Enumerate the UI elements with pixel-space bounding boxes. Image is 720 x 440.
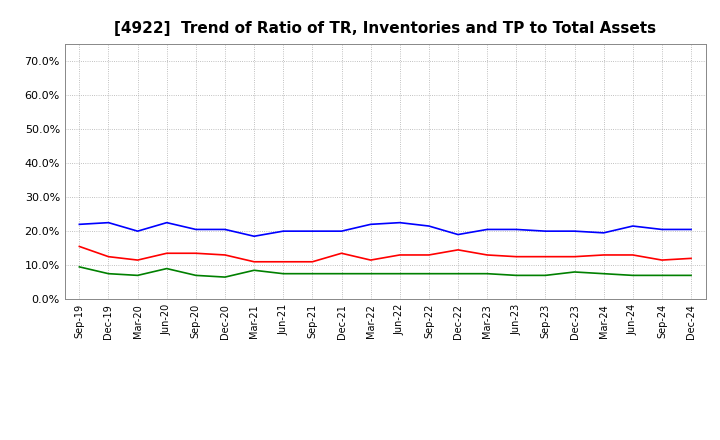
Inventories — [133, 228, 142, 234]
Trade Receivables — [192, 251, 200, 256]
Inventories — [454, 232, 462, 237]
Trade Payables — [657, 273, 666, 278]
Trade Receivables — [395, 252, 404, 257]
Trade Receivables — [599, 252, 608, 257]
Inventories — [163, 220, 171, 225]
Trade Payables — [163, 266, 171, 271]
Trade Receivables — [541, 254, 550, 259]
Inventories — [395, 220, 404, 225]
Trade Payables — [337, 271, 346, 276]
Inventories — [541, 228, 550, 234]
Trade Payables — [599, 271, 608, 276]
Inventories — [512, 227, 521, 232]
Trade Payables — [454, 271, 462, 276]
Trade Payables — [570, 269, 579, 275]
Inventories — [599, 230, 608, 235]
Trade Receivables — [308, 259, 317, 264]
Inventories — [366, 222, 375, 227]
Inventories — [337, 228, 346, 234]
Trade Payables — [279, 271, 287, 276]
Inventories — [308, 228, 317, 234]
Trade Receivables — [250, 259, 258, 264]
Trade Payables — [687, 273, 696, 278]
Line: Trade Receivables: Trade Receivables — [79, 246, 691, 262]
Trade Receivables — [687, 256, 696, 261]
Inventories — [483, 227, 492, 232]
Trade Payables — [483, 271, 492, 276]
Trade Payables — [366, 271, 375, 276]
Inventories — [220, 227, 229, 232]
Inventories — [629, 224, 637, 229]
Inventories — [570, 228, 579, 234]
Trade Payables — [308, 271, 317, 276]
Trade Receivables — [483, 252, 492, 257]
Trade Payables — [133, 273, 142, 278]
Trade Receivables — [104, 254, 113, 259]
Inventories — [192, 227, 200, 232]
Line: Inventories: Inventories — [79, 223, 691, 236]
Trade Receivables — [570, 254, 579, 259]
Trade Receivables — [337, 251, 346, 256]
Trade Receivables — [163, 251, 171, 256]
Trade Payables — [75, 264, 84, 270]
Trade Receivables — [425, 252, 433, 257]
Trade Payables — [425, 271, 433, 276]
Line: Trade Payables: Trade Payables — [79, 267, 691, 277]
Inventories — [75, 222, 84, 227]
Trade Receivables — [366, 257, 375, 263]
Trade Payables — [395, 271, 404, 276]
Trade Receivables — [279, 259, 287, 264]
Trade Payables — [250, 268, 258, 273]
Trade Receivables — [512, 254, 521, 259]
Trade Receivables — [657, 257, 666, 263]
Trade Receivables — [454, 247, 462, 253]
Trade Payables — [220, 275, 229, 280]
Trade Payables — [512, 273, 521, 278]
Inventories — [657, 227, 666, 232]
Trade Payables — [541, 273, 550, 278]
Trade Payables — [192, 273, 200, 278]
Inventories — [279, 228, 287, 234]
Inventories — [687, 227, 696, 232]
Trade Receivables — [629, 252, 637, 257]
Inventories — [250, 234, 258, 239]
Inventories — [104, 220, 113, 225]
Trade Payables — [629, 273, 637, 278]
Title: [4922]  Trend of Ratio of TR, Inventories and TP to Total Assets: [4922] Trend of Ratio of TR, Inventories… — [114, 21, 656, 36]
Trade Receivables — [220, 252, 229, 257]
Trade Receivables — [75, 244, 84, 249]
Inventories — [425, 224, 433, 229]
Trade Receivables — [133, 257, 142, 263]
Trade Payables — [104, 271, 113, 276]
